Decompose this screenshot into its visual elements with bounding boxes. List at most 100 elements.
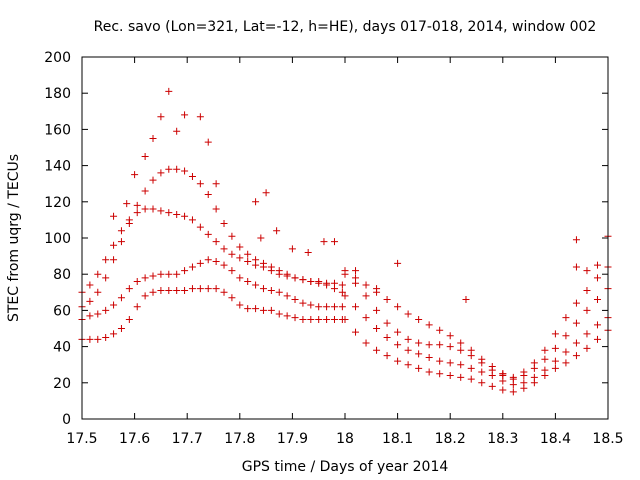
y-axis-label: STEC from uqrg / TECUs — [6, 154, 22, 322]
data-point — [304, 248, 312, 256]
data-point — [593, 261, 601, 269]
data-point — [551, 364, 559, 372]
data-point — [362, 281, 370, 289]
data-point — [133, 201, 141, 209]
data-point — [341, 292, 349, 300]
data-point — [204, 191, 212, 199]
data-point — [165, 270, 173, 278]
data-point — [341, 267, 349, 275]
data-point — [436, 341, 444, 349]
y-tick-label: 120 — [44, 195, 71, 211]
data-point — [110, 256, 118, 264]
data-point — [173, 286, 181, 294]
x-tick-label: 17.8 — [224, 431, 255, 447]
data-point — [102, 256, 110, 264]
data-point — [362, 292, 370, 300]
data-point — [462, 296, 470, 304]
data-point — [204, 256, 212, 264]
data-point — [181, 111, 189, 119]
data-point — [394, 341, 402, 349]
data-point — [291, 274, 299, 282]
data-point — [593, 296, 601, 304]
data-point — [165, 87, 173, 95]
data-point — [149, 205, 157, 213]
data-point — [244, 305, 252, 313]
y-tick-label: 200 — [44, 50, 71, 66]
data-point — [323, 303, 331, 311]
data-point — [181, 167, 189, 175]
data-point — [181, 286, 189, 294]
data-point — [228, 250, 236, 258]
data-point — [149, 272, 157, 280]
data-point — [425, 368, 433, 376]
y-tick-label: 140 — [44, 159, 71, 175]
data-point — [488, 382, 496, 390]
data-point — [165, 209, 173, 217]
data-point — [149, 176, 157, 184]
data-point — [394, 328, 402, 336]
data-point — [299, 276, 307, 284]
data-point — [94, 335, 102, 343]
data-point — [283, 272, 291, 280]
data-point — [123, 200, 131, 208]
data-point — [220, 261, 228, 269]
data-point — [196, 113, 204, 121]
data-point — [220, 288, 228, 296]
data-point — [131, 171, 139, 179]
data-point — [425, 341, 433, 349]
data-point — [572, 299, 580, 307]
data-point — [275, 270, 283, 278]
data-point — [478, 379, 486, 387]
data-point — [283, 312, 291, 320]
data-point — [572, 352, 580, 360]
data-point — [117, 238, 125, 246]
data-point — [404, 361, 412, 369]
data-point — [323, 279, 331, 287]
data-point — [373, 285, 381, 293]
data-point — [125, 315, 133, 323]
data-point — [394, 303, 402, 311]
data-point — [86, 281, 94, 289]
data-point — [149, 288, 157, 296]
chart-title: Rec. savo (Lon=321, Lat=-12, h=HE), days… — [94, 19, 597, 35]
y-tick-label: 40 — [53, 340, 71, 356]
data-point — [275, 288, 283, 296]
data-point — [415, 339, 423, 347]
data-point — [383, 352, 391, 360]
data-point — [320, 238, 328, 246]
data-point — [267, 306, 275, 314]
data-point — [262, 189, 270, 197]
data-point — [457, 339, 465, 347]
data-point — [551, 357, 559, 365]
data-point — [436, 370, 444, 378]
y-tick-label: 0 — [62, 412, 71, 428]
data-point — [94, 310, 102, 318]
data-point — [102, 274, 110, 282]
data-point — [478, 355, 486, 363]
data-point — [149, 134, 157, 142]
x-axis-label: GPS time / Days of year 2014 — [242, 459, 449, 475]
data-point — [404, 310, 412, 318]
data-point — [252, 261, 260, 269]
data-point — [551, 330, 559, 338]
y-tick-label: 100 — [44, 231, 71, 247]
data-point — [125, 216, 133, 224]
data-point — [110, 330, 118, 338]
data-point — [188, 216, 196, 224]
data-point — [530, 373, 538, 381]
data-point — [457, 361, 465, 369]
data-point — [157, 113, 165, 121]
data-point — [323, 315, 331, 323]
x-tick-label: 18.2 — [435, 431, 466, 447]
data-point — [252, 281, 260, 289]
data-point — [520, 368, 528, 376]
data-point — [141, 153, 149, 161]
data-point — [204, 230, 212, 238]
data-point — [220, 220, 228, 228]
data-point — [196, 180, 204, 188]
data-point — [572, 263, 580, 271]
x-tick-label: 17.6 — [119, 431, 150, 447]
data-point — [383, 319, 391, 327]
data-point — [252, 305, 260, 313]
y-tick-label: 20 — [53, 376, 71, 392]
